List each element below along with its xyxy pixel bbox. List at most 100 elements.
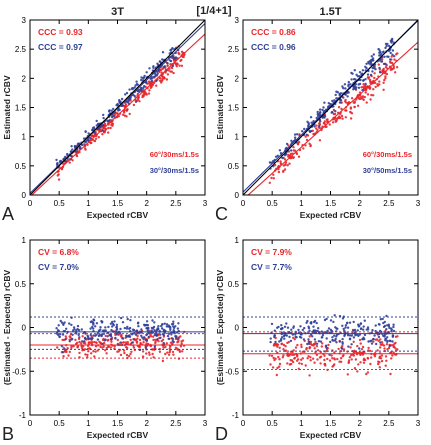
data-point-series-2 [335,90,338,93]
stat-label: CCC = 0.97 [38,42,83,52]
data-point-series-1 [122,349,126,352]
data-point-series-2 [333,334,336,337]
data-points [55,45,186,181]
data-point-series-2 [297,328,300,332]
stat-label: CV = 7.9% [251,247,292,257]
data-point-series-2 [347,345,350,348]
data-point-series-2 [96,338,100,341]
data-point-series-1 [333,357,336,360]
data-point-series-2 [378,66,381,70]
data-point-series-1 [272,173,275,176]
data-point-series-2 [366,326,370,329]
data-point-series-2 [367,328,370,331]
data-point-series-1 [287,340,290,344]
panel-title: 3T [111,6,124,18]
data-point-series-2 [111,116,114,119]
x-tick-label: 1.5 [325,419,337,428]
data-point-series-1 [148,89,151,92]
x-axis-label: Expected rCBV [300,430,362,440]
data-point-series-2 [135,80,138,83]
data-point-series-1 [349,346,352,349]
x-tick-label: 1 [86,419,91,428]
data-point-series-2 [331,99,334,103]
data-point-series-2 [268,161,272,164]
data-point-series-2 [151,319,154,322]
data-point-series-2 [308,340,311,344]
data-point-series-1 [158,79,162,83]
data-point-series-2 [388,326,391,330]
data-point-series-2 [315,342,319,345]
data-point-series-1 [278,346,281,349]
data-point-series-1 [292,349,295,352]
data-point-series-2 [300,336,303,339]
data-point-series-1 [280,342,284,345]
data-point-series-2 [78,147,81,150]
data-point-series-1 [168,349,172,352]
x-tick-label: 2 [144,419,149,428]
data-point-series-1 [308,374,311,377]
data-point-series-2 [139,86,143,90]
data-point-series-2 [369,73,373,77]
data-point-series-1 [162,346,165,349]
data-point-series-1 [283,168,287,171]
data-point-series-1 [384,355,388,358]
data-point-series-1 [151,335,155,338]
legend-label: 60°/30ms/1.5s [363,150,412,159]
data-point-series-1 [304,135,307,138]
data-point-series-2 [167,325,170,328]
data-point-series-2 [292,325,295,328]
data-point-series-1 [379,338,382,341]
data-point-series-1 [179,59,182,63]
data-point-series-2 [70,338,73,341]
data-point-series-1 [360,86,363,89]
data-point-series-1 [304,144,307,147]
data-point-series-1 [323,120,326,123]
data-point-series-1 [323,358,326,362]
data-point-series-1 [129,338,132,342]
data-point-series-1 [93,340,96,344]
data-point-series-2 [370,339,373,342]
data-point-series-2 [150,329,153,332]
data-point-series-2 [280,336,284,339]
data-point-series-2 [352,320,355,324]
data-point-series-2 [371,329,374,332]
data-point-series-2 [104,338,107,341]
data-point-series-2 [71,329,75,332]
data-point-series-1 [119,353,123,357]
data-point-series-2 [385,328,388,331]
data-point-series-1 [110,123,113,127]
data-point-series-2 [269,337,272,340]
data-point-series-2 [171,47,174,50]
data-point-series-1 [103,129,107,132]
data-point-series-1 [312,344,315,347]
data-point-series-2 [144,346,148,350]
data-point-series-1 [334,119,338,122]
data-point-series-2 [352,336,356,339]
data-point-series-1 [126,346,129,350]
data-point-series-1 [396,348,399,351]
data-point-series-2 [286,326,290,329]
data-point-series-2 [344,326,347,329]
data-point-series-2 [131,87,134,91]
data-point-series-2 [118,100,121,104]
data-point-series-2 [167,332,171,335]
data-point-series-1 [376,83,379,86]
data-point-series-2 [138,88,141,92]
data-point-series-1 [81,335,84,338]
data-point-series-2 [390,38,393,41]
data-point-series-2 [313,125,316,128]
data-point-series-1 [145,93,148,96]
data-point-series-1 [297,140,301,144]
data-point-series-2 [318,108,322,111]
data-point-series-1 [155,84,158,87]
data-point-series-1 [279,160,282,163]
data-point-series-2 [110,328,113,332]
data-point-series-2 [99,326,102,329]
data-point-series-2 [112,107,115,111]
data-point-series-1 [366,371,370,374]
data-point-series-2 [321,336,324,339]
data-point-series-2 [140,78,143,82]
data-point-series-1 [279,162,282,165]
fit-line-3 [30,20,205,195]
data-point-series-2 [358,71,362,74]
